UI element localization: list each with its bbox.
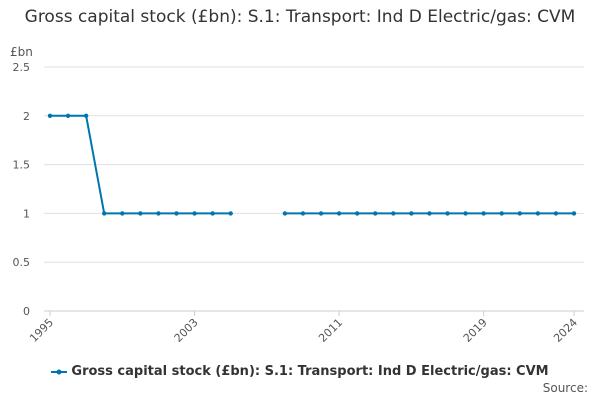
y-tick-label: 0.5 xyxy=(13,256,31,269)
data-point[interactable] xyxy=(354,211,360,216)
data-point[interactable] xyxy=(300,211,306,216)
data-point[interactable] xyxy=(427,211,432,216)
data-point[interactable] xyxy=(463,211,468,216)
data-point[interactable] xyxy=(517,211,522,216)
y-tick-label: 2.5 xyxy=(13,61,31,74)
data-point[interactable] xyxy=(210,211,215,216)
data-point[interactable] xyxy=(282,211,288,216)
data-point[interactable] xyxy=(65,113,71,119)
legend[interactable]: Gross capital stock (£bn): S.1: Transpor… xyxy=(0,364,600,379)
axes: 0 0.5 1 1.5 2 2.5 1995 2003 2011 2019 2024 xyxy=(13,61,584,345)
gridlines xyxy=(44,66,584,263)
data-point[interactable] xyxy=(481,211,486,216)
data-point[interactable] xyxy=(391,211,396,216)
data-point[interactable] xyxy=(535,211,541,216)
data-point[interactable] xyxy=(373,211,378,216)
series-line-layer xyxy=(47,113,577,216)
data-point[interactable] xyxy=(228,211,233,216)
chart-title: Gross capital stock (£bn): S.1: Transpor… xyxy=(24,7,576,27)
data-point[interactable] xyxy=(318,211,324,216)
data-point[interactable] xyxy=(102,211,107,216)
legend-label: Gross capital stock (£bn): S.1: Transpor… xyxy=(71,364,549,379)
data-point[interactable] xyxy=(174,211,179,216)
data-point[interactable] xyxy=(571,211,577,216)
data-point[interactable] xyxy=(138,211,143,216)
y-tick-label: 0 xyxy=(23,305,30,318)
data-point[interactable] xyxy=(47,113,53,119)
data-point[interactable] xyxy=(120,211,125,216)
x-tick-label: 2011 xyxy=(316,316,345,345)
data-point[interactable] xyxy=(336,211,342,216)
data-point[interactable] xyxy=(553,211,559,216)
data-point[interactable] xyxy=(192,211,197,216)
data-point[interactable] xyxy=(83,113,89,119)
x-tick-label: 2024 xyxy=(551,316,580,345)
y-axis-unit-label: £bn xyxy=(10,45,33,59)
x-tick-label: 2019 xyxy=(461,316,490,345)
x-tick-label: 1995 xyxy=(27,316,56,345)
data-point[interactable] xyxy=(499,211,504,216)
x-tick-label: 2003 xyxy=(172,316,201,345)
legend-swatch-icon xyxy=(51,369,68,374)
y-tick-label: 1 xyxy=(23,207,30,220)
data-point[interactable] xyxy=(445,211,450,216)
data-point[interactable] xyxy=(409,211,414,216)
y-tick-label: 1.5 xyxy=(13,159,31,172)
y-tick-label: 2 xyxy=(23,110,30,123)
source-label: Source: xyxy=(542,381,588,395)
data-point[interactable] xyxy=(156,211,161,216)
